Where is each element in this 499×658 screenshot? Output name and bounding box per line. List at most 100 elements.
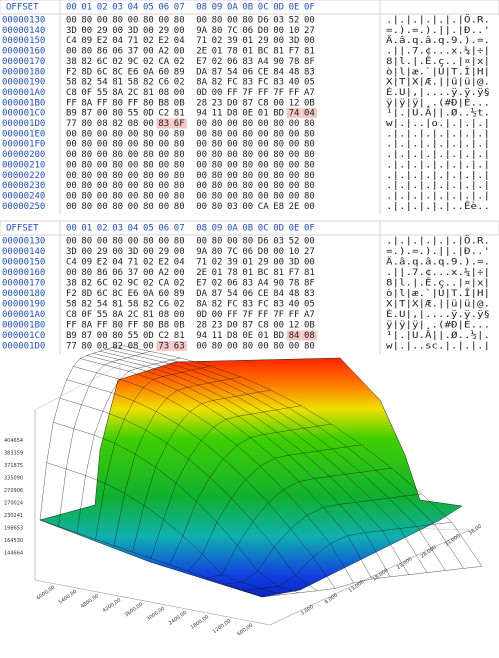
- offset: 000001E0: [2, 129, 45, 139]
- byte: 00: [258, 181, 269, 191]
- byte: 80: [81, 342, 92, 352]
- byte: 00: [289, 181, 300, 191]
- y-tick-label: 38,00: [468, 524, 483, 537]
- byte: 28: [196, 98, 207, 108]
- byte: D0: [258, 247, 269, 257]
- header-column: 0A: [227, 3, 238, 13]
- byte: 06: [227, 57, 238, 67]
- byte: 00: [273, 247, 284, 257]
- header-column: 05: [143, 3, 154, 13]
- byte: 80: [112, 160, 123, 170]
- byte: 83: [273, 300, 284, 310]
- byte: 08: [304, 331, 315, 341]
- byte: 7C: [227, 26, 238, 36]
- byte: 00: [66, 129, 77, 139]
- byte: 00: [128, 237, 139, 247]
- ascii: =.).=.).||.|Ð..': [386, 247, 490, 257]
- byte: FF: [227, 310, 238, 320]
- byte: 80: [273, 140, 284, 150]
- byte: 01: [212, 268, 223, 278]
- byte: 00: [242, 202, 253, 212]
- byte: C4: [66, 258, 77, 268]
- byte: 00: [196, 140, 207, 150]
- ascii: .|.|.|.|.|..Êè..: [386, 200, 490, 212]
- byte: 06: [242, 289, 253, 299]
- ascii: ¹|.|U.Â||.Ø..½t.: [386, 107, 490, 119]
- byte: 2C: [128, 88, 139, 98]
- byte: FF: [66, 98, 77, 108]
- byte: 06: [227, 279, 238, 289]
- byte: 00: [97, 160, 108, 170]
- byte: 80: [112, 109, 123, 119]
- byte: 29: [158, 247, 169, 257]
- byte: 29: [258, 258, 269, 268]
- byte: 80: [174, 171, 185, 181]
- offset: 00000180: [2, 67, 45, 77]
- byte: 80: [212, 160, 223, 170]
- byte: E7: [196, 279, 207, 289]
- byte: 78: [227, 47, 238, 57]
- byte: 0B: [174, 321, 185, 331]
- byte: 08: [97, 342, 108, 352]
- byte: 02: [174, 279, 185, 289]
- header-column: 00: [66, 224, 77, 234]
- byte: 82: [81, 279, 92, 289]
- byte: 80: [174, 191, 185, 201]
- byte: 80: [304, 181, 315, 191]
- byte: 8A: [196, 300, 207, 310]
- byte: 6C: [97, 67, 108, 77]
- byte: BD: [273, 109, 284, 119]
- byte: 83: [273, 78, 284, 88]
- byte: 8F: [304, 279, 315, 289]
- byte: 80: [212, 247, 223, 257]
- byte: 38: [66, 57, 77, 67]
- byte: 00: [158, 202, 169, 212]
- offset: 00000240: [2, 191, 45, 201]
- x-tick-label: 600,00: [236, 623, 254, 638]
- byte: 81: [112, 78, 123, 88]
- byte: 52: [289, 16, 300, 26]
- byte: 00: [289, 342, 300, 352]
- byte: 04: [112, 258, 123, 268]
- byte: 29: [158, 26, 169, 36]
- byte: 80: [143, 321, 154, 331]
- byte: 80: [242, 342, 253, 352]
- byte: 04: [174, 258, 185, 268]
- byte: 00: [66, 160, 77, 170]
- byte: A2: [158, 268, 169, 278]
- byte: FF: [97, 98, 108, 108]
- byte: 06: [242, 67, 253, 77]
- byte: 2E: [289, 202, 300, 212]
- byte: 02: [174, 78, 185, 88]
- byte: 2E: [196, 47, 207, 57]
- byte: 00: [196, 119, 207, 129]
- byte: 00: [258, 160, 269, 170]
- byte: FF: [128, 321, 139, 331]
- byte: 06: [112, 47, 123, 57]
- byte: 00: [97, 109, 108, 119]
- ascii: È.U|,|....ÿ.ÿ.ÿ§: [386, 308, 490, 320]
- header-column: 0C: [258, 224, 269, 234]
- byte: 00: [212, 310, 223, 320]
- byte: 27: [304, 26, 315, 36]
- byte: 87: [242, 98, 253, 108]
- byte: D0: [227, 98, 238, 108]
- byte: 80: [212, 150, 223, 160]
- offset: 00000190: [2, 78, 45, 88]
- ascii: .|.|.|.|.|.|.|.|: [386, 191, 490, 201]
- offset: 00000140: [2, 26, 45, 36]
- byte: 80: [143, 98, 154, 108]
- byte: 55: [97, 88, 108, 98]
- byte: 80: [143, 16, 154, 26]
- byte: CA: [158, 57, 169, 67]
- byte: 05: [304, 300, 315, 310]
- offset: 00000220: [2, 171, 45, 181]
- mesh-line: [106, 349, 446, 571]
- byte: 81: [304, 268, 315, 278]
- header-column: 05: [143, 224, 154, 234]
- byte: 80: [242, 129, 253, 139]
- byte: 00: [158, 16, 169, 26]
- byte: 80: [273, 160, 284, 170]
- byte: A4: [258, 57, 269, 67]
- offset: 00000130: [2, 16, 45, 26]
